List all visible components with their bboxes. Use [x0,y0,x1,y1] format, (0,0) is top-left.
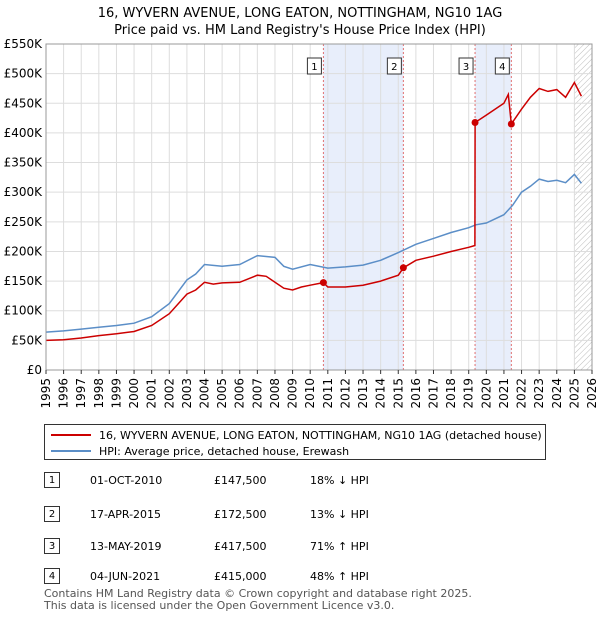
y-tick-label: £550K [4,37,44,51]
y-tick-label: £350K [4,156,44,170]
x-tick-label: 2023 [532,378,546,409]
sale-point [471,119,479,127]
x-tick-label: 2007 [250,378,264,409]
y-tick-label: £450K [4,96,44,110]
x-tick-label: 2014 [374,378,388,409]
y-tick-label: £300K [4,185,44,199]
x-tick-label: 2022 [515,378,529,409]
x-tick-label: 2009 [286,378,300,409]
property-price-line [45,80,583,342]
chart-legend: 16, WYVERN AVENUE, LONG EATON, NOTTINGHA… [44,424,546,460]
x-tick-label: 2008 [268,378,282,409]
transaction-number-badge: 2 [44,506,60,522]
transaction-price: £417,500 [214,540,267,553]
transaction-price: £147,500 [214,474,267,487]
table-row: 1 01-OCT-2010 £147,500 18% ↓ HPI [44,472,444,490]
future-hatch [574,44,592,370]
y-tick-label: £200K [4,244,44,258]
x-tick-label: 1996 [57,378,71,409]
sale-number-box [494,57,510,75]
transaction-number-badge: 3 [44,538,60,554]
x-tick-label: 2004 [198,378,212,409]
x-tick-label: 2005 [215,378,229,409]
y-tick-label: £150K [4,274,44,288]
transaction-hpi-diff: 71% ↑ HPI [310,540,369,553]
transaction-number-badge: 4 [44,568,60,584]
legend-swatch-hpi [51,450,91,452]
y-tick-label: £400K [4,126,44,140]
shaded-range [475,44,512,370]
x-tick-label: 2020 [479,378,493,409]
x-tick-label: 2002 [162,378,176,409]
transaction-hpi-diff: 13% ↓ HPI [310,508,369,521]
transaction-price: £172,500 [214,508,267,521]
y-tick-label: £250K [4,215,44,229]
table-row: 2 17-APR-2015 £172,500 13% ↓ HPI [44,506,444,524]
hpi-line [45,173,582,333]
x-tick-label: 2015 [391,378,405,409]
x-tick-label: 1995 [39,378,53,409]
sale-point [319,279,327,287]
x-tick-label: 2026 [585,378,599,409]
transaction-number-badge: 1 [44,472,60,488]
sale-number-box [458,57,474,75]
x-tick-label: 2010 [303,378,317,409]
sale-point [507,120,515,128]
transaction-date: 01-OCT-2010 [90,474,163,487]
x-tick-label: 2013 [356,378,370,409]
transaction-hpi-diff: 18% ↓ HPI [310,474,369,487]
x-tick-label: 1997 [74,378,88,409]
transaction-date: 04-JUN-2021 [90,570,161,583]
sale-number-label: 1 [311,62,317,73]
x-tick-label: 2024 [550,378,564,409]
sale-number-label: 4 [499,62,505,73]
footer-copyright: Contains HM Land Registry data © Crown c… [44,587,472,600]
footer-license: This data is licensed under the Open Gov… [44,599,395,612]
x-tick-label: 2012 [338,378,352,409]
x-tick-label: 2000 [127,378,141,409]
transaction-date: 13-MAY-2019 [90,540,162,553]
sale-number-label: 2 [391,62,397,73]
legend-item-property: 16, WYVERN AVENUE, LONG EATON, NOTTINGHA… [51,427,542,443]
price-chart: 1 2 3 4 £0 £50K £100K £150K £200K £250K £300K £350… [4,37,599,409]
y-tick-label: £100K [4,304,44,318]
transaction-date: 17-APR-2015 [90,508,162,521]
legend-swatch-property [51,434,91,436]
transaction-hpi-diff: 48% ↑ HPI [310,570,369,583]
x-tick-label: 2017 [426,378,440,409]
table-row: 4 04-JUN-2021 £415,000 48% ↑ HPI [44,568,444,586]
transaction-price: £415,000 [214,570,267,583]
x-tick-label: 1998 [92,378,106,409]
plot-frame [45,43,593,371]
x-tick-label: 2016 [409,378,423,409]
legend-label-property: 16, WYVERN AVENUE, LONG EATON, NOTTINGHA… [99,428,542,442]
x-tick-label: 1999 [109,378,123,409]
x-tick-label: 2019 [462,378,476,409]
x-tick-label: 2018 [444,378,458,409]
sale-number-box [386,57,402,75]
sale-point [399,264,407,272]
y-tick-label: £50K [11,333,43,347]
sale-number-box [306,57,322,75]
x-tick-label: 2025 [567,378,581,409]
x-tick-label: 2021 [497,378,511,409]
x-tick-label: 2006 [233,378,247,409]
legend-item-hpi: HPI: Average price, detached house, Erew… [51,443,349,459]
x-tick-label: 2001 [145,378,159,409]
chart-subtitle: Price paid vs. HM Land Registry's House … [114,23,486,38]
x-tick-label: 2011 [321,378,335,409]
y-tick-label: £500K [4,67,44,81]
y-tick-label: £0 [27,363,42,377]
table-row: 3 13-MAY-2019 £417,500 71% ↑ HPI [44,538,444,556]
footer: Contains HM Land Registry data © Crown c… [44,588,472,612]
sale-number-label: 3 [463,62,469,73]
legend-label-hpi: HPI: Average price, detached house, Erew… [99,444,350,458]
x-tick-label: 2003 [180,378,194,409]
chart-title: 16, WYVERN AVENUE, LONG EATON, NOTTINGHA… [97,6,503,21]
